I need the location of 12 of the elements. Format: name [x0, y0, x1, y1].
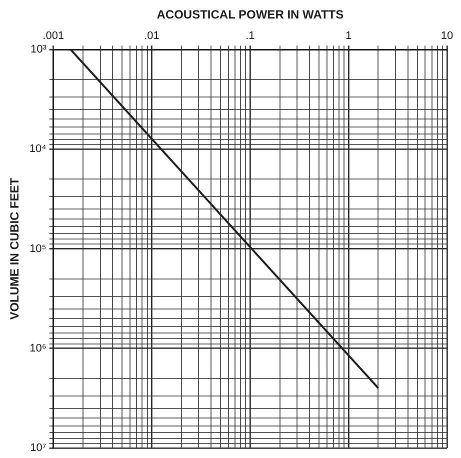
y-tick-label: 10⁶	[30, 342, 46, 354]
y-tick-label: 10⁴	[29, 143, 47, 156]
x-tick-label: .001	[42, 30, 64, 42]
y-axis-title: VOLUME IN CUBIC FEET	[8, 177, 22, 320]
y-tick-label: 10⁷	[30, 442, 46, 454]
x-tick-label: .1	[246, 30, 255, 42]
x-axis-title: ACOUSTICAL POWER IN WATTS	[156, 8, 344, 22]
x-tick-label: 10	[440, 30, 454, 42]
x-tick-label: .01	[144, 30, 160, 42]
y-tick-label: 10⁵	[30, 242, 46, 255]
x-tick-label: 1	[346, 30, 352, 42]
y-tick-label: 10³	[30, 44, 47, 56]
